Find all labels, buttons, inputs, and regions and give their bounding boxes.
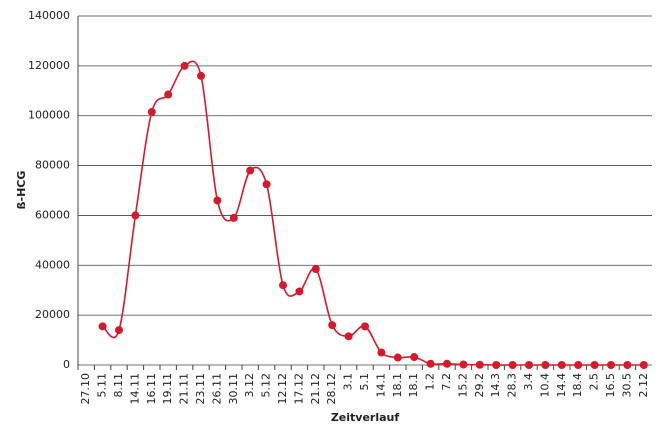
point: [328, 321, 337, 330]
point: [475, 360, 484, 369]
y-tick-label: 40000: [35, 258, 70, 271]
x-tick-label: 5.12: [260, 373, 273, 398]
x-tick-label: 16.5: [604, 373, 617, 398]
x-tick-label: 7.2: [440, 373, 453, 391]
point: [311, 265, 320, 274]
point: [197, 71, 205, 80]
point: [607, 361, 615, 369]
x-tick-label: 3.1: [342, 373, 355, 391]
point: [443, 359, 451, 368]
x-tick-label: 16.11: [145, 373, 158, 405]
point: [246, 166, 255, 175]
point: [279, 281, 287, 290]
point: [508, 361, 517, 369]
point: [147, 107, 156, 116]
x-tick-label: 30.5: [620, 373, 633, 398]
point: [574, 361, 583, 369]
point: [213, 196, 222, 205]
y-axis-label: ß-HCG: [15, 171, 28, 210]
x-tick-label: 23.11: [194, 373, 207, 405]
point: [164, 90, 173, 99]
x-tick-label: 14.1: [374, 373, 387, 398]
x-tick-label: 30.11: [227, 373, 240, 405]
y-tick-label: 60000: [35, 208, 70, 221]
point: [98, 322, 107, 331]
point: [590, 361, 599, 369]
point: [426, 359, 435, 368]
x-tick-label: 10.4: [538, 373, 551, 398]
x-tick-label: 29.2: [473, 373, 486, 398]
point: [623, 361, 632, 369]
x-tick-label: 18.4: [571, 373, 584, 398]
y-tick-label: 100000: [28, 109, 70, 122]
x-tick-label: 5.1: [358, 373, 371, 391]
point: [180, 61, 189, 70]
point: [639, 361, 648, 369]
x-tick-label: 26.11: [210, 373, 223, 405]
point: [377, 348, 386, 357]
x-tick-label: 27.10: [79, 373, 92, 405]
point: [229, 213, 238, 222]
y-tick-label: 120000: [28, 59, 70, 72]
x-tick-label: 18.1: [407, 373, 420, 398]
x-tick-label: 3.12: [243, 373, 256, 398]
point: [262, 180, 271, 189]
x-tick-label: 2.12: [637, 373, 650, 398]
point: [115, 326, 123, 335]
x-tick-label: 15.2: [456, 373, 469, 398]
point: [361, 322, 369, 331]
x-tick-label: 21.11: [178, 373, 191, 405]
line: [102, 60, 644, 366]
y-tick-label: 20000: [35, 308, 70, 321]
x-tick-label: 12.12: [276, 373, 289, 405]
point: [410, 353, 419, 362]
point: [525, 361, 533, 369]
x-tick-label: 1.2: [424, 373, 437, 391]
y-tick-label: 0: [63, 358, 70, 371]
x-tick-label: 5.11: [96, 373, 109, 398]
x-axis-label: Zeitverlauf: [331, 411, 400, 424]
point: [557, 361, 566, 369]
point: [344, 332, 353, 341]
x-tick-label: 8.11: [112, 373, 125, 398]
x-tick-label: 3.4: [522, 373, 535, 391]
x-tick-label: 14.11: [128, 373, 141, 405]
x-tick-label: 2.5: [588, 373, 601, 391]
point: [492, 361, 501, 369]
point: [541, 361, 550, 369]
y-tick-label: 80000: [35, 159, 70, 172]
point: [295, 287, 304, 296]
x-tick-label: 19.11: [161, 373, 174, 405]
x-tick-label: 14.4: [555, 373, 568, 398]
x-tick-label: 14.3: [489, 373, 502, 398]
y-tick-label: 140000: [28, 9, 70, 22]
x-tick-label: 17.12: [292, 373, 305, 405]
x-tick-label: 28.3: [506, 373, 519, 398]
point: [459, 360, 468, 369]
point: [131, 211, 140, 220]
point: [393, 353, 402, 362]
x-tick-label: 28.12: [325, 373, 338, 405]
x-tick-label: 21.12: [309, 373, 322, 405]
x-tick-label: 18.1: [391, 373, 404, 398]
